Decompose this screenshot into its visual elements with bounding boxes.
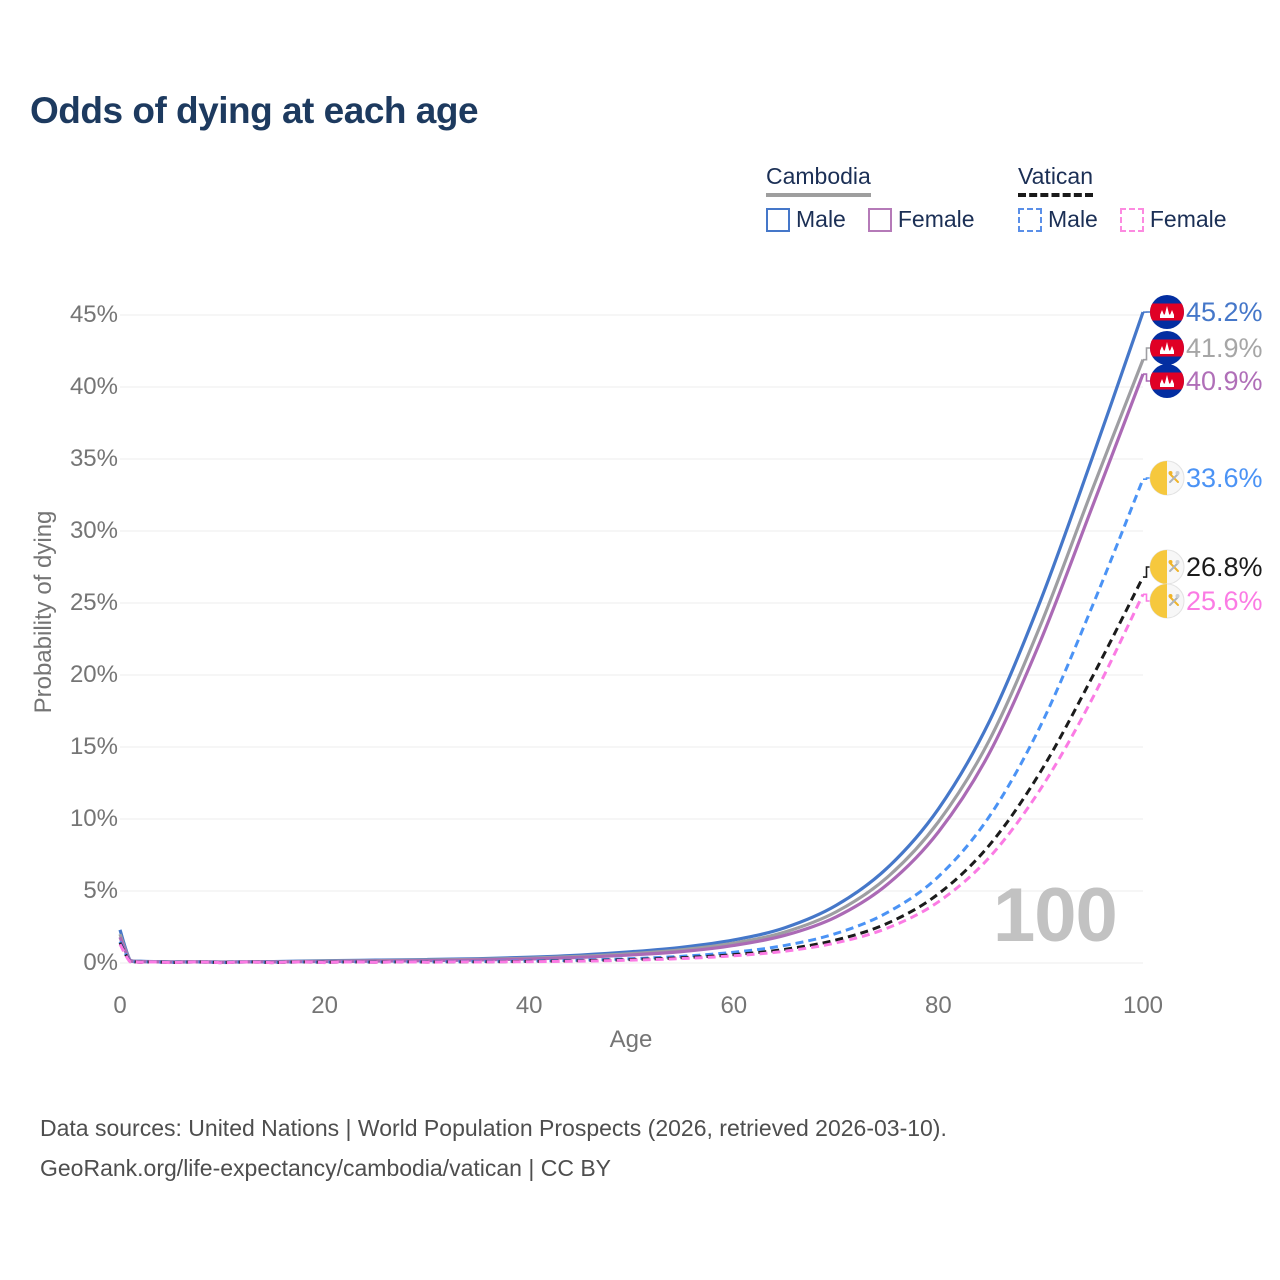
y-tick-label: 25% xyxy=(69,589,118,616)
y-tick-label: 45% xyxy=(69,301,118,328)
vatican-flag-icon xyxy=(1149,549,1185,585)
cambodia-flag-icon xyxy=(1150,364,1184,398)
vatican-male-swatch-icon xyxy=(1018,207,1042,232)
end-value-label-cambodia-male: 45.2% xyxy=(1186,297,1263,327)
x-tick-label: 20 xyxy=(311,992,338,1019)
line-cambodia-both-sexes xyxy=(118,359,1145,964)
legend-item-cambodia-female[interactable]: Female xyxy=(867,206,975,233)
line-vatican-female xyxy=(118,593,1145,965)
legend-cambodia-title: Cambodia xyxy=(766,163,871,197)
legend-item-vatican-female[interactable]: Female xyxy=(1119,206,1227,233)
y-tick-label: 40% xyxy=(69,373,118,400)
end-label-connector xyxy=(1143,593,1150,602)
cambodia-flag-icon xyxy=(1150,295,1184,329)
x-tick-label: 40 xyxy=(515,992,543,1019)
y-tick-label: 30% xyxy=(69,517,118,544)
end-value-label-vatican-female: 25.6% xyxy=(1186,586,1263,616)
line-vatican-both-sexes xyxy=(118,576,1145,965)
x-tick-label: 100 xyxy=(1122,992,1164,1019)
x-tick-label: 0 xyxy=(113,992,127,1019)
end-label-connector xyxy=(1143,373,1150,382)
x-tick-label: 80 xyxy=(925,992,952,1019)
y-tick-label: 0% xyxy=(83,949,118,976)
line-vatican-male xyxy=(118,478,1145,965)
x-tick-label: 60 xyxy=(720,992,748,1019)
end-label-connector xyxy=(1143,566,1150,578)
age-watermark: 100 xyxy=(993,873,1118,958)
source-line-1: Data sources: United Nations | World Pop… xyxy=(40,1115,947,1141)
legend-group-vatican: Vatican Male Female xyxy=(1018,163,1227,233)
line-cambodia-male xyxy=(118,311,1145,964)
y-tick-label: 35% xyxy=(69,445,118,472)
legend-group-cambodia: Cambodia Male Female xyxy=(766,163,975,233)
vatican-flag-icon xyxy=(1149,460,1185,496)
cambodia-female-swatch-icon xyxy=(867,207,892,232)
end-value-label-vatican-male: 33.6% xyxy=(1186,463,1263,493)
end-label-connector xyxy=(1143,347,1150,361)
y-tick-label: 20% xyxy=(69,661,118,688)
vatican-flag-icon xyxy=(1149,583,1185,619)
source-line-2: GeoRank.org/life-expectancy/cambodia/vat… xyxy=(40,1155,612,1181)
x-axis-title: Age xyxy=(609,1026,653,1053)
end-value-label-vatican-both-sexes: 26.8% xyxy=(1186,552,1263,582)
y-tick-label: 10% xyxy=(69,805,118,832)
line-cambodia-female xyxy=(118,373,1145,964)
data-source-note: Data sources: United Nations | World Pop… xyxy=(40,1108,947,1188)
cambodia-male-swatch-icon xyxy=(766,207,790,232)
legend-item-cambodia-male[interactable]: Male xyxy=(766,206,846,233)
legend-item-label: Female xyxy=(897,206,975,232)
legend-item-vatican-male[interactable]: Male xyxy=(1018,206,1098,233)
legend-item-label: Male xyxy=(796,206,846,232)
end-label-connector xyxy=(1143,477,1150,480)
legend-item-label: Female xyxy=(1149,206,1227,232)
end-value-label-cambodia-both-sexes: 41.9% xyxy=(1186,333,1263,363)
legend-vatican-title: Vatican xyxy=(1018,163,1094,197)
end-value-label-cambodia-female: 40.9% xyxy=(1186,366,1263,396)
chart-title: Odds of dying at each age xyxy=(30,90,479,131)
y-tick-label: 5% xyxy=(83,877,118,904)
vatican-female-swatch-icon xyxy=(1119,207,1144,232)
cambodia-flag-icon xyxy=(1150,331,1184,365)
y-tick-label: 15% xyxy=(69,733,118,760)
legend-item-label: Male xyxy=(1048,206,1098,232)
